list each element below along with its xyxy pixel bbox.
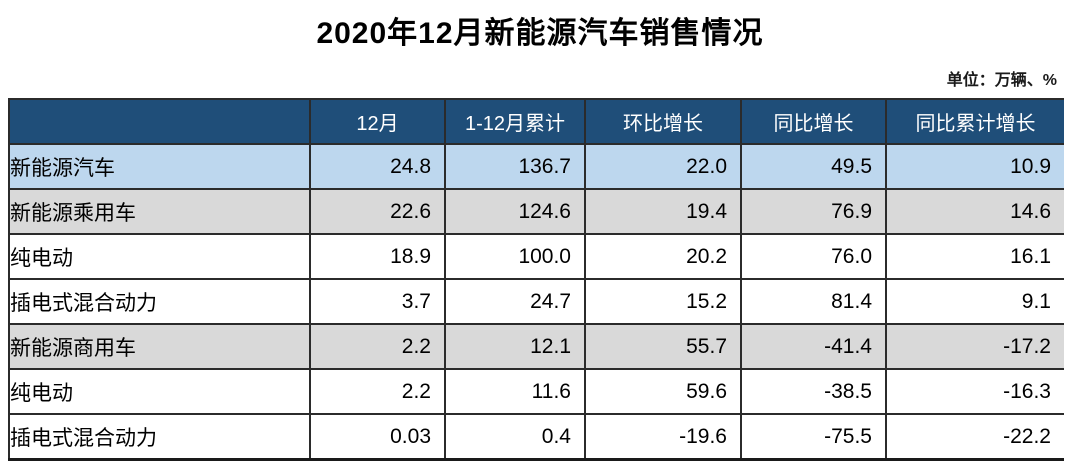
header-cell: 同比增长 xyxy=(740,98,887,145)
value-cell: 81.4 xyxy=(740,278,887,325)
value-cell: 16.1 xyxy=(885,233,1064,280)
value-cell: 49.5 xyxy=(740,143,887,190)
value-cell: 3.7 xyxy=(309,278,446,325)
value-cell: 2.2 xyxy=(309,368,446,415)
value-cell: 9.1 xyxy=(885,278,1064,325)
value-cell: 59.6 xyxy=(584,368,742,415)
value-cell: -22.2 xyxy=(885,413,1064,461)
unit-note: 单位：万辆、% xyxy=(946,72,1057,89)
header-cell: 同比累计增长 xyxy=(885,98,1064,145)
value-cell: 136.7 xyxy=(444,143,586,190)
page-title: 2020年12月新能源汽车销售情况 xyxy=(316,17,764,50)
value-cell: 0.4 xyxy=(444,413,586,461)
value-cell: 10.9 xyxy=(885,143,1064,190)
table-row: 新能源商用车 2.2 12.1 55.7 -41.4 -17.2 xyxy=(8,323,1064,370)
table-row: 纯电动 2.2 11.6 59.6 -38.5 -16.3 xyxy=(8,368,1064,415)
value-cell: 2.2 xyxy=(309,323,446,370)
table-body: 新能源汽车 24.8 136.7 22.0 49.5 10.9 新能源乘用车 22.6 124.… xyxy=(8,143,1064,461)
table-row: 新能源乘用车 22.6 124.6 19.4 76.9 14.6 xyxy=(8,188,1064,235)
value-cell: 15.2 xyxy=(584,278,742,325)
table-row: 纯电动 18.9 100.0 20.2 76.0 16.1 xyxy=(8,233,1064,280)
row-label-cell: 插电式混合动力 xyxy=(8,278,311,325)
row-label-cell: 新能源汽车 xyxy=(8,143,311,190)
row-label-cell: 新能源商用车 xyxy=(8,323,311,370)
value-cell: 124.6 xyxy=(444,188,586,235)
header-cell: 1-12月累计 xyxy=(444,98,586,145)
value-cell: 55.7 xyxy=(584,323,742,370)
value-cell: 100.0 xyxy=(444,233,586,280)
table-row: 插电式混合动力 3.7 24.7 15.2 81.4 9.1 xyxy=(8,278,1064,325)
value-cell: 24.8 xyxy=(309,143,446,190)
row-label-cell: 纯电动 xyxy=(8,233,311,280)
value-cell: -41.4 xyxy=(740,323,887,370)
table-row: 新能源汽车 24.8 136.7 22.0 49.5 10.9 xyxy=(8,143,1064,190)
value-cell: 76.0 xyxy=(740,233,887,280)
value-cell: 24.7 xyxy=(444,278,586,325)
row-label-cell: 插电式混合动力 xyxy=(8,413,311,461)
value-cell: 22.0 xyxy=(584,143,742,190)
header-cell-empty xyxy=(8,98,311,145)
header-cell: 环比增长 xyxy=(584,98,742,145)
value-cell: 22.6 xyxy=(309,188,446,235)
value-cell: 11.6 xyxy=(444,368,586,415)
value-cell: 14.6 xyxy=(885,188,1064,235)
value-cell: -17.2 xyxy=(885,323,1064,370)
table-header-row: 12月 1-12月累计 环比增长 同比增长 同比累计增长 xyxy=(8,98,1064,145)
header-cell: 12月 xyxy=(309,98,446,145)
value-cell: -75.5 xyxy=(740,413,887,461)
value-cell: -19.6 xyxy=(584,413,742,461)
value-cell: 19.4 xyxy=(584,188,742,235)
value-cell: 20.2 xyxy=(584,233,742,280)
value-cell: 12.1 xyxy=(444,323,586,370)
sales-table: 12月 1-12月累计 环比增长 同比增长 同比累计增长 新能源汽车 24.8 136.7 2… xyxy=(8,98,1064,461)
value-cell: 76.9 xyxy=(740,188,887,235)
value-cell: 18.9 xyxy=(309,233,446,280)
row-label-cell: 纯电动 xyxy=(8,368,311,415)
table-row: 插电式混合动力 0.03 0.4 -19.6 -75.5 -22.2 xyxy=(8,413,1064,461)
value-cell: -38.5 xyxy=(740,368,887,415)
value-cell: 0.03 xyxy=(309,413,446,461)
row-label-cell: 新能源乘用车 xyxy=(8,188,311,235)
value-cell: -16.3 xyxy=(885,368,1064,415)
